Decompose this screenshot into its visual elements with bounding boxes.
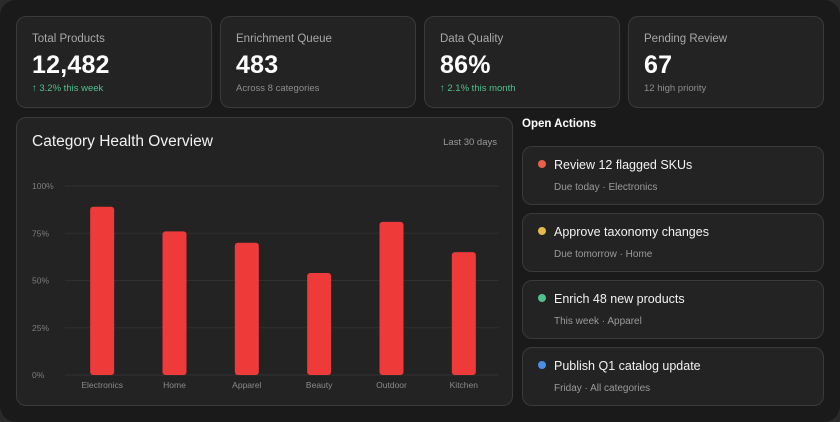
x-tick-label: Kitchen: [450, 380, 479, 390]
open-actions-heading: Open Actions: [522, 118, 597, 130]
action-item-publish-catalog[interactable]: Publish Q1 catalog update Friday · All c…: [522, 347, 824, 406]
stat-subtext: 12 high priority: [644, 83, 707, 94]
chart-range-selector[interactable]: Last 30 days: [443, 137, 497, 148]
bar-electronics[interactable]: [90, 206, 115, 375]
stat-label: Total Products: [32, 33, 105, 45]
action-meta: Due today · Electronics: [554, 182, 658, 193]
stat-value: 67: [644, 51, 673, 79]
stat-trend: ↑ 2.1% this month: [440, 83, 516, 94]
stat-card-total-products[interactable]: Total Products 12,482 ↑ 3.2% this week: [16, 16, 212, 108]
y-tick-label: 50%: [32, 276, 49, 286]
stat-value: 86%: [440, 51, 491, 79]
action-meta: This week · Apparel: [554, 316, 642, 327]
action-title: Enrich 48 new products: [554, 292, 685, 306]
status-dot-icon: [538, 160, 546, 168]
x-tick-label: Electronics: [81, 380, 123, 390]
bar-apparel[interactable]: [234, 242, 259, 375]
stat-value: 12,482: [32, 51, 110, 79]
x-tick-label: Home: [163, 380, 186, 390]
action-title: Publish Q1 catalog update: [554, 359, 701, 373]
bar-chart: 100% 75% 50% 25% 0% Electronics Home Apparel Bea…: [32, 181, 499, 390]
y-tick-label: 0%: [32, 370, 45, 380]
x-tick-label: Outdoor: [376, 380, 407, 390]
action-title: Approve taxonomy changes: [554, 225, 709, 239]
status-dot-icon: [538, 361, 546, 369]
bar-beauty[interactable]: [307, 272, 332, 375]
stat-trend: ↑ 3.2% this week: [32, 83, 104, 94]
stat-subtext: Across 8 categories: [236, 83, 320, 94]
stat-label: Enrichment Queue: [236, 33, 332, 45]
stat-label: Data Quality: [440, 33, 504, 45]
action-item-enrich-products[interactable]: Enrich 48 new products This week · Appar…: [522, 280, 824, 339]
status-dot-icon: [538, 294, 546, 302]
chart-title: Category Health Overview: [32, 133, 213, 150]
stat-card-pending-review[interactable]: Pending Review 67 12 high priority: [628, 16, 824, 108]
y-tick-label: 75%: [32, 228, 49, 238]
stat-card-data-quality[interactable]: Data Quality 86% ↑ 2.1% this month: [424, 16, 620, 108]
x-tick-label: Apparel: [232, 380, 261, 390]
action-title: Review 12 flagged SKUs: [554, 158, 693, 172]
stat-value: 483: [236, 51, 279, 79]
bar-home[interactable]: [162, 231, 187, 375]
bar-kitchen[interactable]: [451, 252, 476, 375]
stat-label: Pending Review: [644, 33, 728, 45]
bar-outdoor[interactable]: [379, 221, 404, 375]
action-meta: Due tomorrow · Home: [554, 249, 653, 260]
action-item-approve-taxonomy[interactable]: Approve taxonomy changes Due tomorrow · …: [522, 213, 824, 272]
status-dot-icon: [538, 227, 546, 235]
stat-card-enrichment-queue[interactable]: Enrichment Queue 483 Across 8 categories: [220, 16, 416, 108]
y-tick-label: 100%: [32, 181, 54, 191]
y-tick-label: 25%: [32, 323, 49, 333]
x-tick-label: Beauty: [306, 380, 333, 390]
category-health-chart-card: Category Health Overview Last 30 days 10…: [16, 117, 513, 406]
action-item-review-skus[interactable]: Review 12 flagged SKUs Due today · Elect…: [522, 146, 824, 205]
action-meta: Friday · All categories: [554, 383, 651, 394]
